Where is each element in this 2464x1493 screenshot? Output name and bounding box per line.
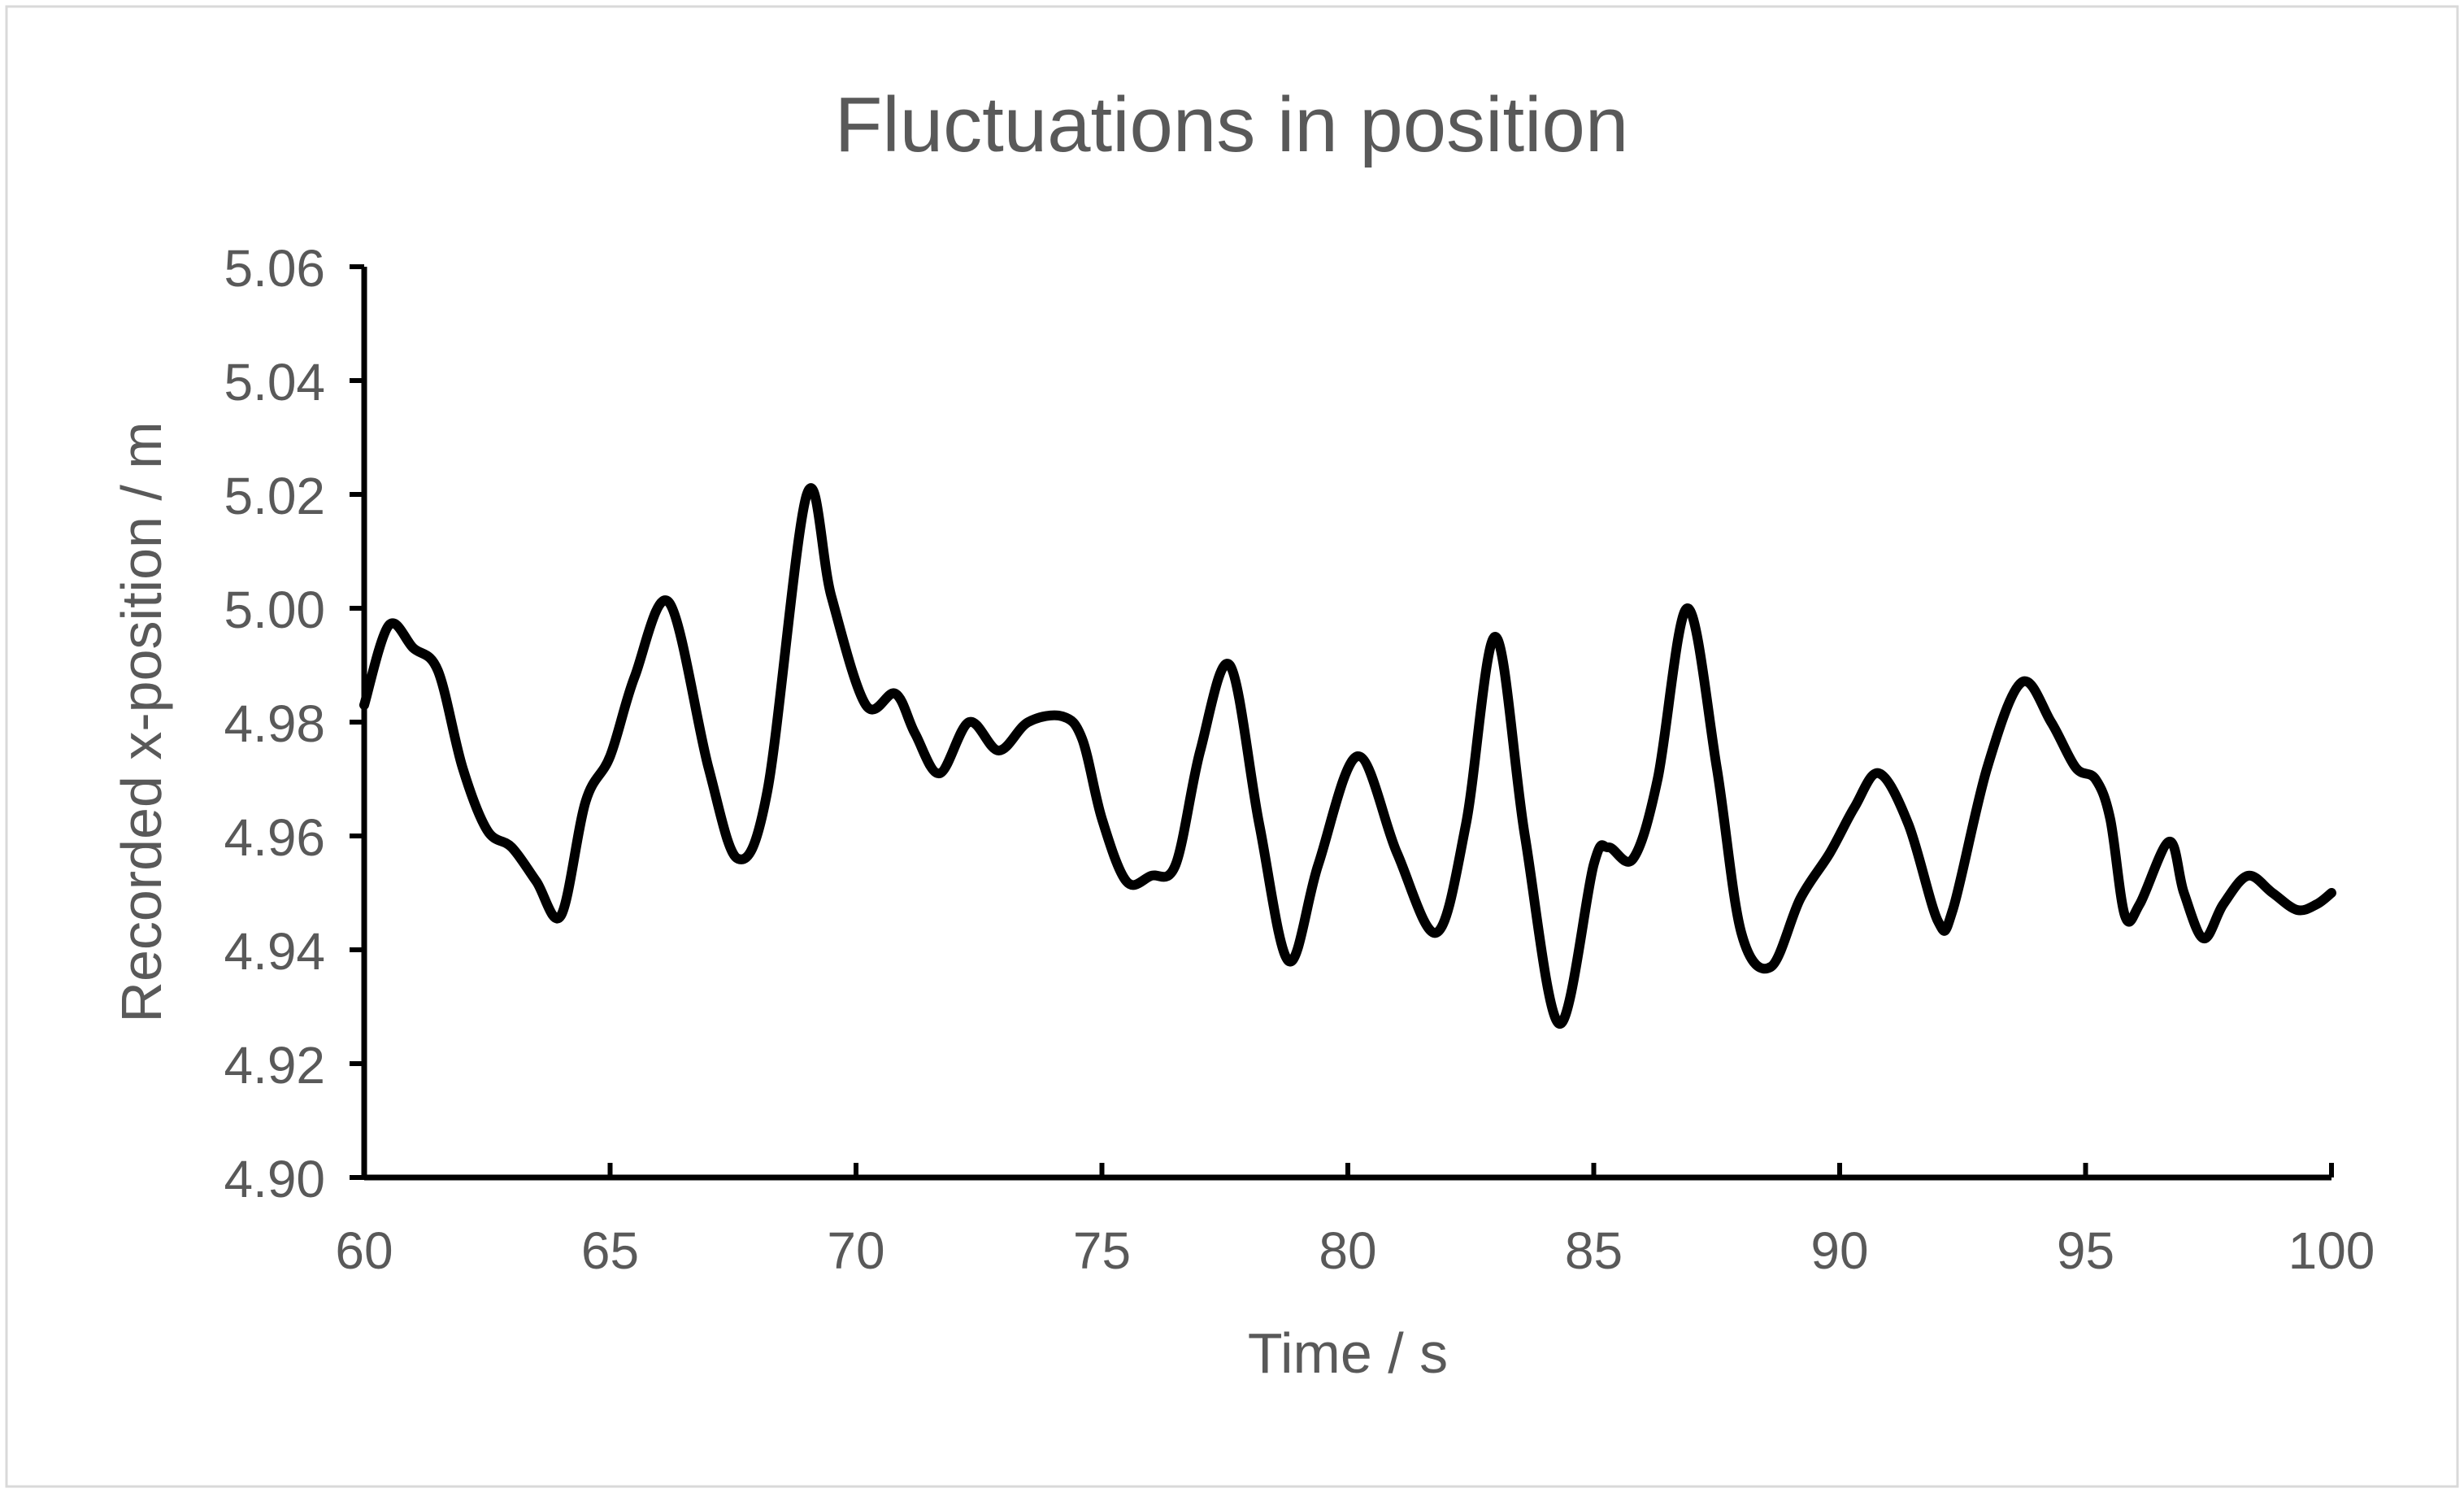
y-axis: 4.90 4.92 4.94 4.96 4.98 5.00 5.02 5.04 5.06 bbox=[224, 239, 367, 1208]
y-tick-label: 4.92 bbox=[224, 1036, 325, 1095]
x-tick-label: 90 bbox=[1810, 1221, 1868, 1280]
x-tick-label: 95 bbox=[2057, 1221, 2114, 1280]
x-tick-labels: 60 65 70 75 80 85 90 95 100 bbox=[335, 1221, 2375, 1280]
x-tick-label: 75 bbox=[1073, 1221, 1131, 1280]
x-tick-label: 100 bbox=[2288, 1221, 2375, 1280]
y-tick-label: 5.06 bbox=[224, 239, 325, 298]
chart-title: Fluctuations in position bbox=[835, 81, 1629, 168]
series-line bbox=[359, 483, 2336, 1029]
y-tick-label: 4.90 bbox=[224, 1150, 325, 1208]
x-tick-label: 65 bbox=[581, 1221, 639, 1280]
y-tick-marks bbox=[350, 264, 364, 1180]
y-tick-label: 4.94 bbox=[224, 922, 325, 981]
chart-border bbox=[5, 5, 2459, 1488]
y-tick-label: 4.98 bbox=[224, 694, 325, 753]
x-axis-label: Time / s bbox=[1248, 1321, 1448, 1385]
x-axis: 60 65 70 75 80 85 90 95 100 bbox=[335, 1163, 2375, 1280]
y-tick-label: 5.04 bbox=[224, 353, 325, 411]
x-tick-label: 80 bbox=[1319, 1221, 1376, 1280]
y-tick-labels: 4.90 4.92 4.94 4.96 4.98 5.00 5.02 5.04 5.06 bbox=[224, 239, 325, 1208]
y-axis-label: Recorded x-position / m bbox=[110, 421, 173, 1022]
x-tick-label: 70 bbox=[827, 1221, 884, 1280]
y-tick-label: 5.00 bbox=[224, 581, 325, 639]
x-tick-label: 60 bbox=[335, 1221, 393, 1280]
x-tick-label: 85 bbox=[1565, 1221, 1623, 1280]
y-tick-label: 4.96 bbox=[224, 808, 325, 867]
y-tick-label: 5.02 bbox=[224, 467, 325, 525]
x-tick-marks bbox=[362, 1163, 2334, 1177]
